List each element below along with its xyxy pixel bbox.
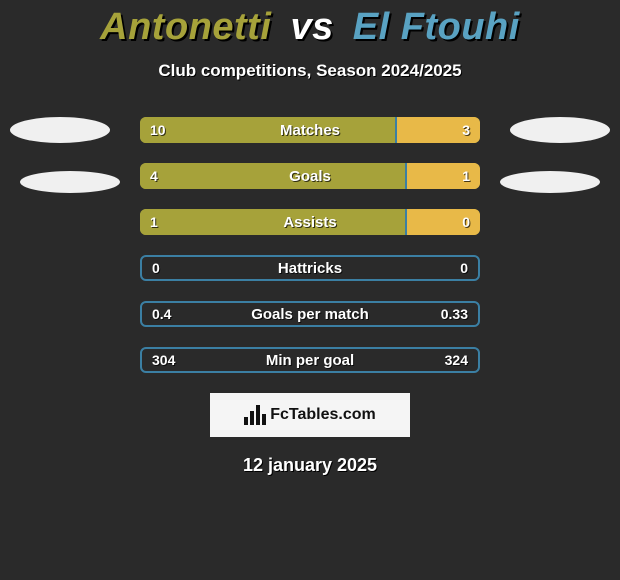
date-label: 12 january 2025 [0, 455, 620, 476]
stat-row: Goals per match0.4 0.33 [140, 301, 480, 327]
right-value: 0.33 [441, 303, 468, 325]
player1-photo-placeholder [10, 117, 110, 143]
fctables-logo: FcTables.com [210, 393, 410, 437]
right-bar [405, 163, 480, 189]
page-title: Antonetti vs El Ftouhi [0, 0, 620, 49]
stat-label: Hattricks [142, 257, 478, 279]
player2-photo-placeholder [500, 171, 600, 193]
stat-row: Goals41 [140, 163, 480, 189]
player1-photo-placeholder [20, 171, 120, 193]
stat-row: Matches103 [140, 117, 480, 143]
comparison-infographic: Antonetti vs El Ftouhi Club competitions… [0, 0, 620, 580]
stat-row: Hattricks0 0 [140, 255, 480, 281]
vs-label: vs [290, 6, 333, 48]
left-value: 0.4 [152, 303, 171, 325]
right-value: 0 [460, 257, 468, 279]
left-bar [140, 117, 395, 143]
player2-photo-placeholder [510, 117, 610, 143]
right-bar [395, 117, 480, 143]
player1-name: Antonetti [100, 6, 271, 48]
stat-label: Goals per match [142, 303, 478, 325]
left-value: 304 [152, 349, 175, 371]
stat-label: Min per goal [142, 349, 478, 371]
subtitle: Club competitions, Season 2024/2025 [0, 61, 620, 81]
player2-name: El Ftouhi [353, 6, 520, 48]
logo-text: FcTables.com [270, 406, 376, 424]
comparison-bars: Matches103 Goals41 Assists10 Hattricks0 0 Goa… [0, 117, 620, 377]
bar-chart-icon [244, 405, 266, 425]
right-value: 324 [445, 349, 468, 371]
right-bar [405, 209, 480, 235]
stat-row: Assists10 [140, 209, 480, 235]
stat-row: Min per goal304 324 [140, 347, 480, 373]
left-bar [140, 209, 405, 235]
left-bar [140, 163, 405, 189]
left-value: 0 [152, 257, 160, 279]
